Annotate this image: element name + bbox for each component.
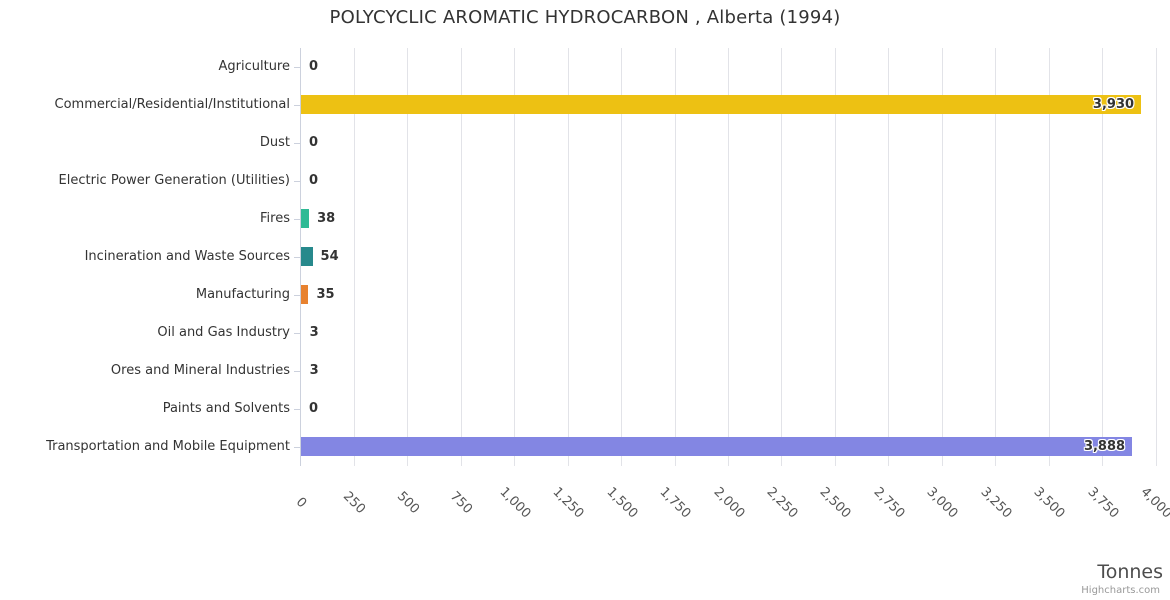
value-axis-tick-label: 1,250 (549, 484, 587, 522)
bar[interactable] (301, 285, 309, 304)
category-tick (294, 218, 300, 220)
value-label: 3,930 (1092, 97, 1135, 112)
value-label: 3 (309, 325, 319, 340)
category-axis: Agriculture Commercial/Residential/Instit… (0, 48, 290, 466)
value-axis-tick-label: 4,000 (1137, 484, 1170, 522)
gridline (1048, 48, 1050, 466)
gridline (888, 48, 890, 466)
gridline (407, 48, 409, 466)
gridline (728, 48, 729, 466)
value-axis-title: Tonnes (1097, 561, 1163, 583)
category-label: Commercial/Residential/Institutional (54, 97, 291, 112)
value-axis-tick-label: 2,750 (870, 484, 908, 522)
category-label: Incineration and Waste Sources (84, 249, 290, 264)
gridline (1102, 48, 1104, 466)
category-label: Dust (259, 135, 290, 150)
value-label: 0 (309, 135, 319, 150)
value-label: 3 (309, 363, 319, 378)
category-label: Ores and Mineral Industries (110, 363, 290, 378)
value-label: 3,888 (1083, 439, 1126, 454)
value-axis-tick-label: 0 (292, 494, 310, 512)
category-label: Paints and Solvents (162, 401, 290, 416)
gridline (834, 48, 836, 466)
category-tick (294, 294, 300, 296)
highcharts-credit-link[interactable]: Highcharts.com (1081, 585, 1160, 596)
bar[interactable] (301, 95, 1142, 114)
category-label: Agriculture (218, 59, 291, 74)
category-label: Fires (260, 211, 290, 226)
chart-title: POLYCYCLIC AROMATIC HYDROCARBON , Albert… (329, 7, 841, 28)
value-axis-tick-label: 2,000 (710, 484, 747, 522)
gridline (941, 48, 943, 466)
value-label: 0 (309, 59, 319, 74)
gridline (567, 48, 569, 466)
value-label: 0 (309, 401, 319, 416)
category-tick (294, 408, 300, 410)
category-tick (294, 370, 300, 372)
value-axis-tick-label: 1,000 (496, 484, 534, 522)
gridline (781, 48, 783, 466)
value-axis-tick-label: 2,250 (763, 484, 801, 522)
category-label: Manufacturing (195, 287, 290, 302)
gridline (995, 48, 997, 466)
bar[interactable] (301, 437, 1133, 456)
value-axis-tick-label: 250 (340, 488, 369, 518)
value-axis-tick-label: 3,750 (1084, 484, 1122, 522)
gridline (674, 48, 676, 466)
category-tick (294, 142, 300, 144)
category-label: Transportation and Mobile Equipment (46, 439, 290, 454)
gridline (353, 48, 355, 466)
plot-area: 0 3,930 0 0 38 54 35 3 3 0 3,888 (294, 48, 1157, 466)
category-label: Oil and Gas Industry (157, 325, 290, 340)
value-label: 38 (317, 211, 336, 226)
gridline (460, 48, 462, 466)
category-tick (294, 66, 300, 68)
value-axis-tick-label: 1,750 (656, 484, 694, 522)
gridline (1155, 48, 1157, 466)
value-axis-tick-label: 750 (447, 488, 476, 518)
value-label: 54 (320, 249, 339, 264)
value-axis-tick-label: 1,500 (603, 484, 641, 522)
category-label: Electric Power Generation (Utilities) (58, 173, 290, 188)
value-axis-tick-label: 3,250 (977, 484, 1015, 522)
value-axis-tick-label: 500 (393, 488, 422, 518)
category-tick (294, 256, 300, 258)
bar[interactable] (301, 209, 310, 228)
value-axis-tick-label: 3,000 (923, 484, 961, 522)
value-axis-tick-label: 3,500 (1030, 484, 1068, 522)
category-tick (294, 104, 300, 106)
value-label: 0 (309, 173, 319, 188)
category-tick (294, 332, 300, 334)
value-axis-tick-label: 2,500 (816, 484, 854, 522)
category-tick (294, 180, 300, 182)
value-label: 35 (316, 287, 335, 302)
category-tick (294, 446, 300, 448)
gridline (621, 48, 623, 466)
gridline (514, 48, 516, 466)
bar[interactable] (301, 247, 313, 266)
